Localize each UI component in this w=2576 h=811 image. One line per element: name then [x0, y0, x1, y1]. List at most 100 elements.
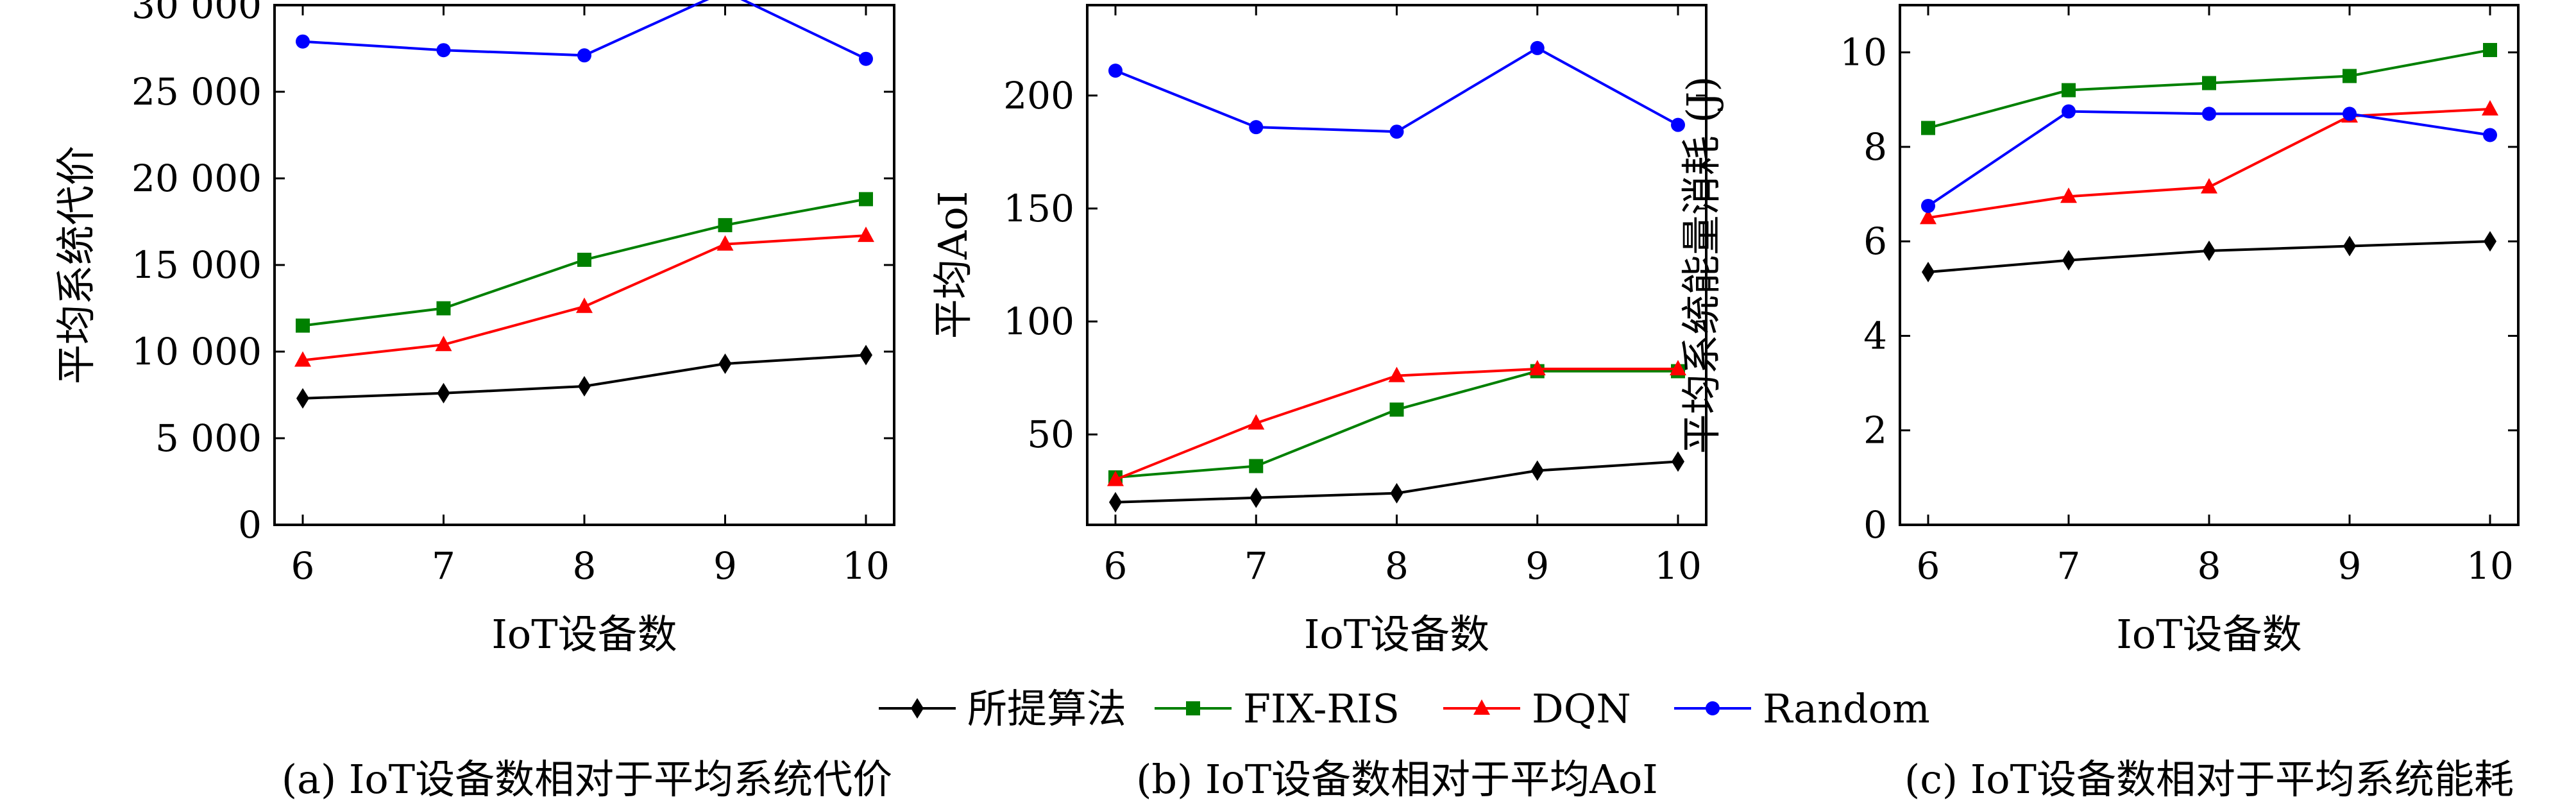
data-point	[1530, 40, 1545, 55]
x-tick-label: 9	[2338, 544, 2362, 588]
legend-item-2: FIX-RIS	[1155, 685, 1400, 732]
series-line	[1928, 108, 2491, 219]
data-point	[2343, 107, 2357, 121]
data-point	[1530, 460, 1544, 481]
x-tick-label: 7	[1244, 544, 1268, 588]
x-axis-label: IoT设备数	[1304, 611, 1489, 658]
chart-panel-2: 50 100 150 200 6 7 8 9 10 IoT设备数 平均AoI (b) IoT设备数相对…	[929, 4, 1707, 803]
data-point	[1389, 124, 1404, 139]
data-point	[2482, 100, 2498, 115]
y-tick-label: 20 000	[131, 157, 262, 200]
data-point	[2062, 83, 2076, 98]
data-point	[2202, 76, 2216, 90]
data-point	[859, 51, 873, 66]
series-square-1	[296, 192, 873, 333]
data-point	[718, 218, 733, 232]
data-point	[1390, 482, 1403, 504]
panel-caption: (a) IoT设备数相对于平均系统代价	[282, 756, 892, 803]
data-point	[1529, 360, 1546, 375]
y-tick-label: 0	[238, 503, 262, 547]
data-point	[1107, 470, 1124, 486]
data-point	[296, 34, 310, 49]
y-tick-label: 100	[1003, 300, 1074, 343]
data-point	[577, 48, 591, 63]
legend-item-4: Random	[1674, 685, 1930, 732]
data-point	[1671, 117, 1685, 132]
data-point	[1109, 491, 1122, 513]
panel-caption: (c) IoT设备数相对于平均系统能耗	[1904, 756, 2514, 803]
data-point	[2202, 107, 2216, 121]
chart-panel-3: 0 2 4 6 8 10 6 7 8 9 10 IoT设备数 平均系统能量消耗 (J) (c) IoT设备…	[1678, 4, 2520, 803]
plot-frame	[1086, 4, 1707, 526]
x-axis-label: IoT设备数	[2116, 611, 2301, 658]
series-circle-3	[1108, 40, 1685, 139]
y-tick-label: 10 000	[131, 330, 262, 373]
data-point	[1920, 209, 1936, 225]
y-tick-label: 2	[1863, 409, 1887, 452]
data-point	[2343, 69, 2357, 83]
y-tick-label: 4	[1863, 314, 1887, 357]
data-point	[576, 297, 593, 313]
data-point	[1921, 121, 1935, 135]
data-point	[1249, 459, 1264, 474]
x-tick-label: 10	[1654, 544, 1702, 588]
y-tick-label: 5 000	[155, 416, 262, 460]
y-tick-label: 50	[1027, 413, 1074, 456]
data-point	[1389, 402, 1404, 417]
series-circle-3	[296, 0, 873, 66]
series-diamond-0	[296, 345, 872, 409]
series-diamond-0	[1109, 451, 1684, 513]
data-point	[860, 345, 872, 366]
legend-marker-square	[1186, 701, 1200, 715]
data-point	[718, 353, 732, 374]
series-triangle-2	[294, 226, 874, 367]
legend-item-1: 所提算法	[879, 685, 1126, 732]
legend-marker-circle	[1706, 701, 1720, 715]
y-tick-label: 200	[1003, 74, 1074, 117]
data-point	[2062, 104, 2076, 119]
data-point	[1922, 262, 1935, 283]
data-point	[2484, 231, 2496, 252]
data-point	[577, 252, 591, 267]
y-tick-label: 25 000	[131, 70, 262, 114]
data-point	[294, 351, 311, 367]
data-point	[1672, 451, 1684, 472]
x-tick-label: 10	[842, 544, 890, 588]
x-tick-label: 9	[713, 544, 737, 588]
data-point	[1248, 414, 1265, 430]
series-circle-3	[1921, 104, 2497, 213]
data-point	[858, 226, 874, 243]
y-axis-label: 平均系统代价	[53, 146, 99, 384]
chart-panel-1: 0 5 000 10 000 15 000 20 000 25 000 30 000 6 7 8 9…	[53, 0, 895, 803]
y-tick-label: 6	[1863, 219, 1887, 263]
data-point	[2203, 240, 2216, 261]
data-point	[1670, 360, 1686, 375]
y-tick-label: 0	[1863, 503, 1887, 547]
y-axis-label: 平均AoI	[929, 191, 976, 339]
data-point	[578, 376, 591, 397]
data-point	[437, 382, 450, 404]
series-square-1	[1921, 42, 2497, 135]
x-tick-label: 8	[573, 544, 597, 588]
data-point	[2062, 250, 2075, 271]
data-point	[2483, 128, 2497, 142]
x-tick-label: 6	[291, 544, 315, 588]
x-tick-label: 6	[1917, 544, 1940, 588]
data-point	[1250, 487, 1263, 508]
series-diamond-0	[1922, 231, 2496, 283]
x-axis-label: IoT设备数	[491, 611, 677, 658]
legend-label: FIX-RIS	[1243, 685, 1400, 732]
legend-item-3: DQN	[1443, 685, 1631, 732]
data-point	[859, 192, 873, 207]
legend-label: 所提算法	[967, 685, 1126, 732]
y-tick-label: 8	[1863, 125, 1887, 169]
x-tick-label: 8	[1385, 544, 1409, 588]
legend-label: DQN	[1532, 685, 1631, 732]
series-line	[1115, 368, 1678, 481]
x-tick-label: 6	[1104, 544, 1128, 588]
legend-marker-diamond	[911, 698, 924, 719]
y-tick-label: 10	[1840, 31, 1887, 74]
x-tick-label: 9	[1525, 544, 1549, 588]
panel-caption: (b) IoT设备数相对于平均AoI	[1136, 756, 1658, 803]
legend-marker-triangle	[1473, 699, 1490, 715]
